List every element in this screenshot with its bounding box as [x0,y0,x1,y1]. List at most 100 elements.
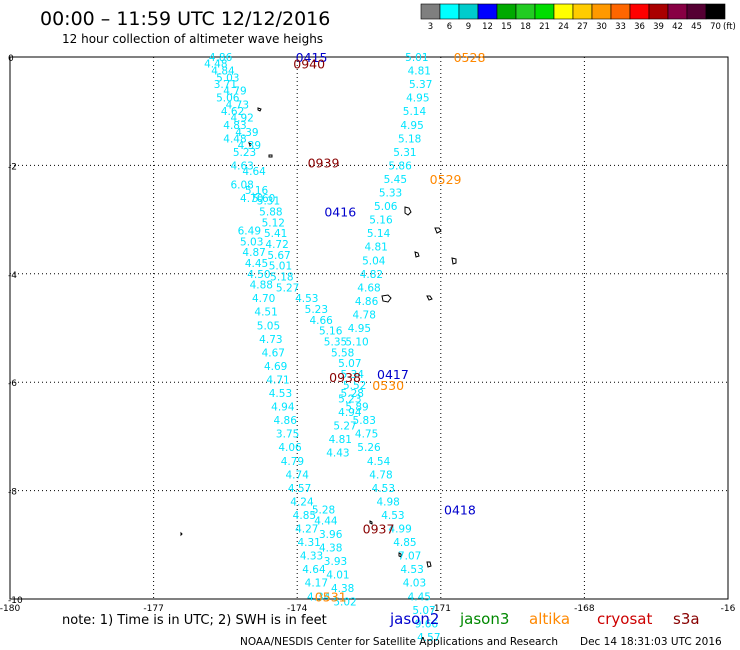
data-point-s3a: 3.96 [319,529,343,541]
pass-time-altika: 0529 [430,172,462,187]
legend-swatch [553,3,574,20]
legend-swatch [458,3,479,20]
data-point-s3a: 4.38 [331,583,354,595]
data-point-jason2: 5.27 [276,282,299,294]
x-tick-label: -168 [574,604,595,614]
data-point-cryosat: 4.06 [278,442,302,454]
data-point-cryosat: 3.75 [276,429,299,441]
data-point-jason2: 5.31 [257,196,280,208]
data-point-altika: 4.78 [369,469,392,481]
data-point-cryosat: 4.33 [300,551,323,563]
chart-title: 00:00 – 11:59 UTC 12/12/2016 [40,8,330,30]
data-point-altika: 4.95 [406,93,429,105]
data-point-altika: 4.53 [372,483,395,495]
data-point-cryosat: 4.51 [254,307,277,319]
pass-time-altika: 0528 [454,50,486,65]
legend-swatch [667,3,688,20]
data-point-cryosat: 4.79 [281,456,304,468]
data-point-altika: 5.10 [345,337,368,349]
data-point-cryosat: 4.53 [269,388,292,400]
data-point-jason2: 5.18 [270,272,293,284]
data-point-cryosat: 4.74 [286,469,310,481]
legend-label: 18 [520,22,531,32]
legend-label: 6 [447,22,452,32]
satellite-label-s3a: s3a [673,610,700,628]
data-point-cryosat: 4.64 [302,564,326,576]
data-point-jason2: 4.66 [309,315,333,327]
satellite-label-cryosat: cryosat [597,610,652,628]
data-point-s3a: 4.01 [326,570,349,582]
data-point-cryosat: 4.70 [240,193,263,205]
data-point-altika: 5.86 [388,160,412,172]
y-tick-label: -8 [8,488,17,498]
data-point-cryosat: 4.92 [230,113,253,125]
legend-label: 39 [653,22,664,32]
pass-time-cryosat: 0940 [293,57,325,72]
data-point-jason2: 4.53 [295,293,318,305]
chart-subtitle: 12 hour collection of altimeter wave hei… [62,32,323,46]
data-point-altika: 5.14 [403,106,427,118]
data-point-altika: 4.99 [388,524,411,536]
data-point-altika: 7.07 [398,551,421,563]
data-point-altika: 5.18 [398,133,421,145]
data-point-jason2: 5.58 [331,347,354,359]
y-tick-label: -6 [8,379,17,389]
data-point-altika: 4.85 [393,537,416,549]
data-point-altika: 5.26 [357,442,381,454]
data-point-cryosat: 4.48 [204,59,227,71]
data-point-altika: 5.33 [379,188,402,200]
legend-label: 24 [558,22,569,32]
data-point-cryosat: 4.79 [223,86,246,98]
data-point-altika: 4.68 [357,282,380,294]
coastlines [180,107,457,568]
data-point-cryosat: 4.83 [223,120,246,132]
satellite-label-jason3: jason3 [459,610,509,628]
satellite-label-jason2: jason2 [389,610,439,628]
data-point-s3a: 4.38 [319,543,342,555]
data-point-altika: 4.54 [367,456,391,468]
data-point-cryosat: 5.03 [240,236,263,248]
y-tick-label: 0 [8,54,14,64]
data-point-altika: 5.16 [369,215,393,227]
data-point-altika: 9.66 [415,618,439,630]
data-point-jason2: 5.23 [305,304,328,316]
satellite-legend: jason2 jason3 altika cryosat s3a [389,610,700,628]
legend-swatch [439,3,460,20]
data-point-cryosat: 4.17 [305,578,328,590]
legend-label: 33 [615,22,626,32]
data-point-cryosat: 4.39 [238,140,261,152]
data-point-cryosat: 6.08 [230,179,253,191]
data-point-altika: 5.45 [384,174,407,186]
data-point-jason2: 5.52 [343,380,366,392]
data-point-altika: 4.86 [355,296,379,308]
data-point-jason2: 5.88 [259,206,282,218]
legend-swatch [705,3,726,20]
data-point-cryosat: 4.71 [266,374,289,386]
legend-swatch [572,3,593,20]
legend-swatch [534,3,555,20]
data-point-jason2: 4.72 [265,239,288,251]
data-point-altika: 5.01 [405,52,428,64]
data-point-altika: 5.14 [367,228,391,240]
data-point-cryosat: 5.03 [216,73,239,85]
data-point-cryosat: 6.49 [238,225,261,237]
data-point-cryosat: 4.69 [264,361,287,373]
plot-frame [9,56,729,600]
data-point-jason2: 5.16 [319,326,343,338]
data-point-cryosat: 4.88 [250,280,273,292]
data-point-altika: 4.82 [360,269,383,281]
data-point-cryosat: 4.62 [221,106,244,118]
pass-time-jason2: 0417 [377,367,409,382]
pass-time-cryosat: 0939 [308,156,340,171]
legend-label: 21 [539,22,550,32]
legend-label: 3 [428,22,433,32]
legend-swatch [591,3,612,20]
data-point-cryosat: 4.39 [235,127,258,139]
data-point-altika: 4.57 [417,632,440,644]
legend-unit: (ft) [723,22,736,32]
data-point-jason2: 5.12 [262,217,285,229]
data-point-altika: 4.81 [408,66,431,78]
pass-time-cryosat: 0938 [329,370,361,385]
x-tick-label: -180 [0,604,20,614]
